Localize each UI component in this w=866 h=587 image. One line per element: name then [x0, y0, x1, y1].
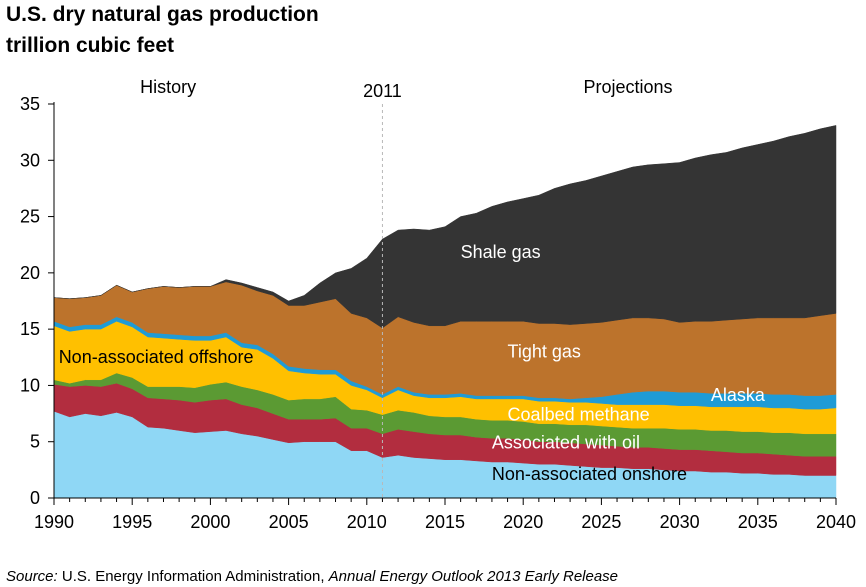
y-tick-label: 25 [20, 207, 40, 227]
label-associated-with-oil: Associated with oil [492, 432, 640, 452]
y-tick-label: 0 [30, 488, 40, 508]
x-tick-label: 2005 [269, 512, 309, 532]
x-tick-label: 1990 [34, 512, 74, 532]
x-tick-label: 2015 [425, 512, 465, 532]
label-alaska: Alaska [711, 385, 766, 405]
y-tick-label: 20 [20, 263, 40, 283]
source-org: U.S. Energy Information Administration, [61, 568, 325, 585]
area-layers [53, 125, 837, 499]
x-tick-label: 1995 [112, 512, 152, 532]
divider-year-label: 2011 [363, 81, 402, 101]
area-labels: Shale gas Tight gas Non-associated offshor… [59, 242, 766, 484]
source-note: Source: U.S. Energy Information Administ… [6, 568, 618, 585]
label-shale-gas: Shale gas [461, 242, 541, 262]
area-shale-gas [53, 125, 837, 329]
history-label: History [140, 77, 196, 97]
x-tick-label: 2035 [738, 512, 778, 532]
chart-title: U.S. dry natural gas production [6, 3, 319, 26]
y-tick-label: 15 [20, 319, 40, 339]
label-coalbed-methane: Coalbed methane [508, 404, 650, 424]
period-labels: History 2011 Projections [140, 77, 672, 101]
y-tick-label: 10 [20, 375, 40, 395]
projections-label: Projections [583, 77, 672, 97]
x-tick-label: 2010 [347, 512, 387, 532]
source-lead: Source: [6, 568, 58, 585]
y-tick-label: 5 [30, 432, 40, 452]
x-tick-label: 2040 [816, 512, 856, 532]
label-tight-gas: Tight gas [508, 341, 581, 361]
y-tick-label: 30 [20, 150, 40, 170]
x-tick-label: 2030 [660, 512, 700, 532]
x-tick-label: 2000 [190, 512, 230, 532]
label-non-associated-offshore: Non-associated offshore [59, 347, 254, 367]
x-tick-label: 2025 [581, 512, 621, 532]
y-tick-label: 35 [20, 94, 40, 114]
label-non-associated-onshore: Non-associated onshore [492, 464, 687, 484]
source-publication: Annual Energy Outlook 2013 Early Release [328, 568, 619, 585]
chart-subtitle: trillion cubic feet [6, 34, 175, 57]
x-tick-label: 2020 [503, 512, 543, 532]
chart-svg: Shale gas Tight gas Non-associated offshor… [20, 77, 856, 532]
